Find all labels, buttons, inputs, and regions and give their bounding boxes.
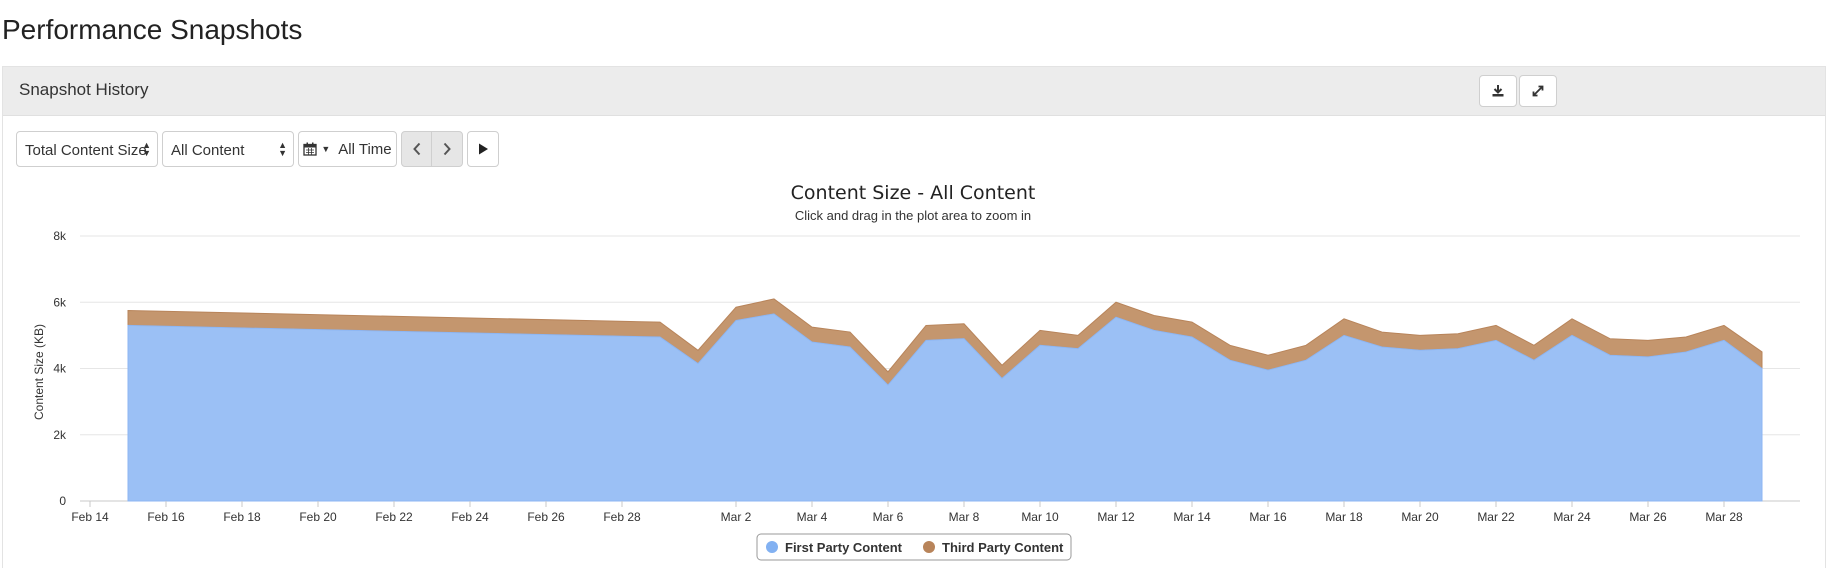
x-tick-label: Mar 24	[1553, 510, 1591, 524]
x-axis: Feb 14 Feb 16 Feb 18 Feb 20 Feb 22 Feb 24 Feb …	[71, 501, 1743, 524]
x-tick-label: Feb 16	[147, 510, 185, 524]
x-tick-label: Feb 28	[603, 510, 641, 524]
download-icon	[1492, 85, 1504, 97]
legend-label-first-party: First Party Content	[785, 540, 903, 555]
x-tick-label: Feb 24	[451, 510, 489, 524]
download-button[interactable]	[1479, 75, 1517, 107]
x-tick-label: Feb 20	[299, 510, 337, 524]
x-tick-label: Mar 4	[797, 510, 828, 524]
expand-button[interactable]	[1519, 75, 1557, 107]
select-arrows-icon: ▲ ▼	[278, 140, 287, 158]
legend-item-first-party[interactable]: First Party Content	[766, 540, 903, 555]
y-tick-label: 2k	[53, 428, 67, 442]
date-range-label: All Time	[338, 140, 392, 158]
chevron-left-icon	[412, 142, 420, 156]
x-tick-label: Mar 8	[949, 510, 980, 524]
chart-legend: First Party Content Third Party Content	[756, 533, 1072, 561]
play-button[interactable]	[467, 131, 499, 167]
date-range-button[interactable]: ▼ All Time	[298, 131, 397, 167]
metric-select[interactable]: Total Content Size ▲ ▼	[16, 131, 158, 167]
play-icon	[479, 143, 488, 155]
panel-title: Snapshot History	[19, 80, 149, 99]
next-button[interactable]	[431, 131, 463, 167]
y-axis: 0 2k 4k 6k 8k	[53, 229, 67, 508]
chevron-right-icon	[443, 142, 451, 156]
y-tick-label: 0	[59, 494, 66, 508]
x-tick-label: Mar 22	[1477, 510, 1515, 524]
x-tick-label: Feb 18	[223, 510, 261, 524]
x-tick-label: Mar 28	[1705, 510, 1743, 524]
caret-down-icon: ▼	[321, 144, 331, 154]
select-arrows-icon: ▲ ▼	[142, 140, 151, 158]
x-tick-label: Feb 22	[375, 510, 413, 524]
x-tick-label: Feb 26	[527, 510, 565, 524]
x-tick-label: Mar 12	[1097, 510, 1135, 524]
legend-label-third-party: Third Party Content	[942, 540, 1064, 555]
legend-item-third-party[interactable]: Third Party Content	[923, 540, 1064, 555]
x-tick-label: Mar 26	[1629, 510, 1667, 524]
panel-header: Snapshot History	[3, 67, 1825, 116]
first-party-area	[127, 313, 1763, 502]
x-tick-label: Mar 20	[1401, 510, 1439, 524]
x-tick-label: Feb 14	[71, 510, 109, 524]
y-tick-label: 8k	[53, 229, 67, 243]
x-tick-label: Mar 6	[873, 510, 904, 524]
chart-title: Content Size - All Content	[791, 182, 1036, 204]
calendar-icon	[303, 142, 318, 156]
y-axis-label: Content Size (KB)	[32, 324, 46, 420]
x-tick-label: Mar 10	[1021, 510, 1059, 524]
expand-icon	[1532, 85, 1544, 97]
y-tick-label: 6k	[53, 295, 67, 309]
x-tick-label: Mar 18	[1325, 510, 1363, 524]
x-tick-label: Mar 16	[1249, 510, 1287, 524]
y-tick-label: 4k	[53, 362, 67, 376]
x-tick-label: Mar 2	[721, 510, 752, 524]
metric-select-value: Total Content Size	[25, 142, 147, 159]
page-title: Performance Snapshots	[2, 14, 303, 45]
x-tick-label: Mar 14	[1173, 510, 1211, 524]
content-select[interactable]: All Content ▲ ▼	[162, 131, 294, 167]
chart-subtitle: Click and drag in the plot area to zoom …	[795, 208, 1031, 223]
content-select-value: All Content	[171, 142, 245, 159]
chart-areas	[127, 298, 1763, 502]
